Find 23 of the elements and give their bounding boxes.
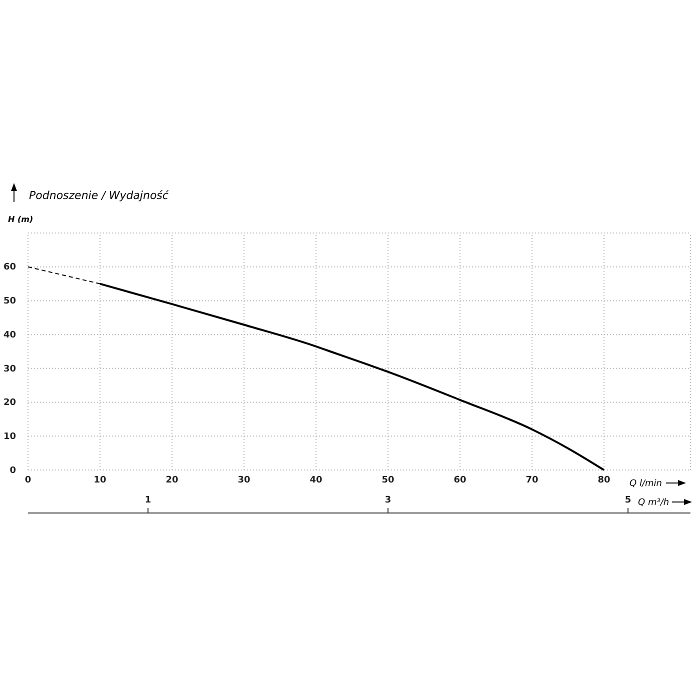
x2-tick-label: 5	[624, 495, 632, 506]
x-tick-label: 30	[238, 475, 250, 486]
y-tick-label: 40	[3, 330, 16, 340]
x-tick-label: 20	[166, 475, 178, 486]
y-tick-label: 60	[3, 262, 16, 273]
y-tick-label: 50	[3, 296, 16, 307]
x-axis-title: Q l/min	[630, 479, 662, 489]
x2-axis-title: Q m³/h	[638, 498, 670, 508]
x2-tick-label: 1	[144, 495, 152, 506]
y-tick-label: 20	[3, 398, 16, 408]
y-axis-title: H (m)	[8, 215, 34, 224]
x-tick-label: 60	[454, 475, 466, 486]
x-tick-label: 70	[526, 475, 538, 486]
x-tick-label: 50	[382, 475, 394, 486]
chart-title: Podnoszenie / Wydajność	[29, 189, 170, 202]
y-tick-label: 0	[10, 466, 16, 476]
x-tick-label: 10	[94, 475, 106, 486]
x-tick-label: 80	[598, 475, 610, 486]
y-tick-label: 30	[3, 364, 16, 374]
x2-tick-label: 3	[384, 495, 392, 506]
y-tick-label: 10	[3, 432, 16, 442]
x-tick-label: 40	[310, 475, 322, 486]
x-tick-label: 0	[24, 475, 32, 486]
